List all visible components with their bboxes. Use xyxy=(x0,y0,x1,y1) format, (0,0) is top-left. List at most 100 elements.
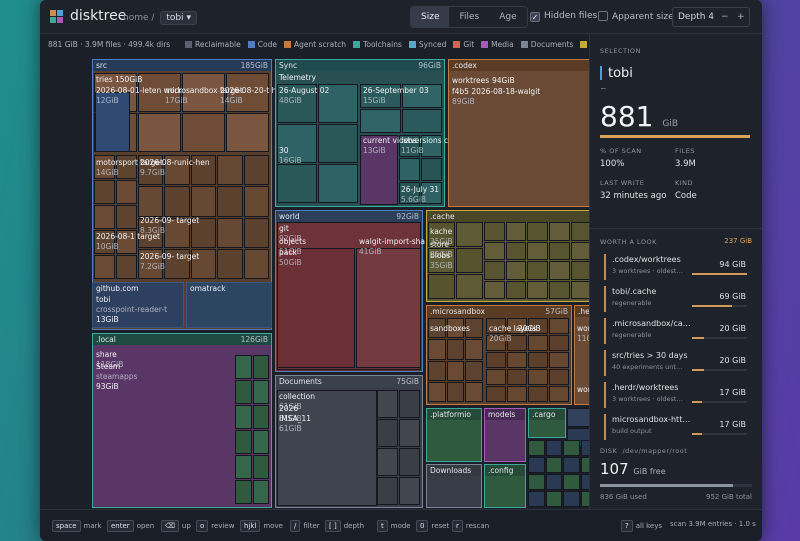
treemap-cell[interactable] xyxy=(252,480,269,504)
treemap-cell[interactable] xyxy=(217,186,243,217)
treemap-cell[interactable] xyxy=(190,186,217,217)
treemap-cell[interactable] xyxy=(318,164,358,203)
treemap-cell[interactable] xyxy=(549,222,570,241)
treemap-omatrack[interactable] xyxy=(186,282,272,328)
treemap-cell[interactable] xyxy=(217,217,243,248)
treemap-cell[interactable] xyxy=(116,205,137,229)
treemap-cell[interactable] xyxy=(528,318,548,334)
treemap-cell[interactable] xyxy=(138,186,164,217)
treemap-cell[interactable] xyxy=(456,274,483,299)
treemap-cell[interactable] xyxy=(549,386,569,402)
treemap-cell[interactable] xyxy=(217,155,243,186)
treemap-cell[interactable] xyxy=(252,355,269,379)
treemap-cell[interactable] xyxy=(252,455,269,479)
depth-stepper[interactable]: Depth 4 − + xyxy=(672,7,750,27)
treemap-cell[interactable] xyxy=(527,241,548,260)
treemap-cell[interactable] xyxy=(465,381,483,402)
treemap-cell[interactable] xyxy=(486,386,506,402)
treemap-cell[interactable] xyxy=(549,352,569,368)
treemap-cell[interactable] xyxy=(94,180,115,204)
treemap-cell[interactable] xyxy=(94,205,115,229)
treemap-cell[interactable] xyxy=(399,477,420,505)
treemap-cell[interactable] xyxy=(505,280,527,299)
breadcrumb-home[interactable]: home xyxy=(123,13,149,23)
treemap-cell[interactable] xyxy=(243,248,269,279)
treemap-cell[interactable] xyxy=(545,474,563,490)
treemap-cell[interactable] xyxy=(549,318,569,334)
treemap-cell[interactable] xyxy=(399,419,420,447)
treemap-cell[interactable] xyxy=(235,405,252,429)
treemap-cell[interactable] xyxy=(164,248,190,279)
treemap-cell[interactable] xyxy=(528,440,545,456)
treemap-cell[interactable] xyxy=(507,386,527,402)
treemap-cell[interactable] xyxy=(243,155,269,186)
treemap-downloads[interactable]: Downloads xyxy=(426,464,482,508)
treemap-cell[interactable] xyxy=(182,73,225,112)
treemap-cell[interactable] xyxy=(528,369,548,385)
treemap-cell[interactable] xyxy=(235,430,252,454)
treemap-cell[interactable] xyxy=(528,491,545,507)
treemap-cell[interactable] xyxy=(399,448,420,476)
treemap-cell[interactable] xyxy=(528,474,545,490)
treemap-cell[interactable] xyxy=(243,217,269,248)
treemap-cell[interactable] xyxy=(507,318,527,334)
treemap-cell[interactable] xyxy=(446,339,465,360)
treemap-cell[interactable] xyxy=(527,222,548,241)
treemap-cell[interactable] xyxy=(401,84,442,108)
treemap-cell[interactable] xyxy=(421,158,442,181)
treemap-cell[interactable] xyxy=(399,390,420,418)
sort-size-button[interactable]: Size xyxy=(411,7,450,27)
treemap-platformio[interactable]: .platformio xyxy=(426,408,482,462)
treemap-cell[interactable] xyxy=(567,408,591,427)
treemap-cell[interactable] xyxy=(465,339,483,360)
treemap-pack[interactable] xyxy=(277,248,355,368)
treemap-cell[interactable] xyxy=(421,181,442,204)
treemap-cell[interactable] xyxy=(94,155,115,179)
treemap-cell[interactable] xyxy=(377,477,398,505)
sort-age-button[interactable]: Age xyxy=(499,12,517,22)
treemap-videos[interactable] xyxy=(360,135,398,205)
treemap-cell[interactable] xyxy=(399,158,420,181)
treemap-cell[interactable] xyxy=(252,380,269,404)
treemap-cell[interactable] xyxy=(527,280,548,299)
treemap-cell[interactable] xyxy=(549,241,570,260)
treemap-cell[interactable] xyxy=(235,480,252,504)
treemap-models[interactable]: models xyxy=(484,408,526,462)
treemap-cell[interactable] xyxy=(545,457,563,473)
treemap-cell[interactable] xyxy=(484,222,505,241)
apparent-size-checkbox[interactable]: Apparent size xyxy=(598,11,674,22)
treemap-cell[interactable] xyxy=(465,318,483,339)
treemap-cell[interactable] xyxy=(486,352,506,368)
treemap-cell[interactable] xyxy=(377,390,398,418)
treemap-cell[interactable] xyxy=(505,222,527,241)
treemap-cell[interactable] xyxy=(138,73,181,112)
treemap-cell[interactable] xyxy=(235,355,252,379)
treemap-cell[interactable] xyxy=(116,180,137,204)
treemap-cell[interactable] xyxy=(446,318,465,339)
treemap-cell[interactable] xyxy=(138,113,181,152)
treemap-cell[interactable] xyxy=(528,457,545,473)
treemap-cell[interactable] xyxy=(528,352,548,368)
treemap-cell[interactable] xyxy=(277,164,317,203)
treemap-cell[interactable] xyxy=(377,419,398,447)
breadcrumb-current[interactable]: tobi ▾ xyxy=(160,11,197,25)
treemap-cell[interactable] xyxy=(563,491,580,507)
treemap-cell[interactable] xyxy=(138,217,164,248)
treemap-cell[interactable] xyxy=(428,318,446,339)
treemap-cell[interactable] xyxy=(446,381,465,402)
treemap-work[interactable] xyxy=(95,92,130,152)
treemap-collection[interactable] xyxy=(277,390,377,506)
treemap-cell[interactable] xyxy=(545,491,563,507)
treemap-cell[interactable] xyxy=(318,84,358,123)
treemap-cell[interactable] xyxy=(377,448,398,476)
treemap-cell[interactable] xyxy=(528,386,548,402)
treemap-cell[interactable] xyxy=(164,217,190,248)
treemap-cell[interactable] xyxy=(252,405,269,429)
treemap-cell[interactable] xyxy=(563,474,580,490)
treemap-cell[interactable] xyxy=(505,241,527,260)
treemap-cell[interactable] xyxy=(428,274,455,299)
treemap-cell[interactable] xyxy=(563,440,580,456)
treemap-cell[interactable] xyxy=(217,248,243,279)
depth-decrease-button[interactable]: − xyxy=(721,12,729,22)
depth-increase-button[interactable]: + xyxy=(737,12,745,22)
